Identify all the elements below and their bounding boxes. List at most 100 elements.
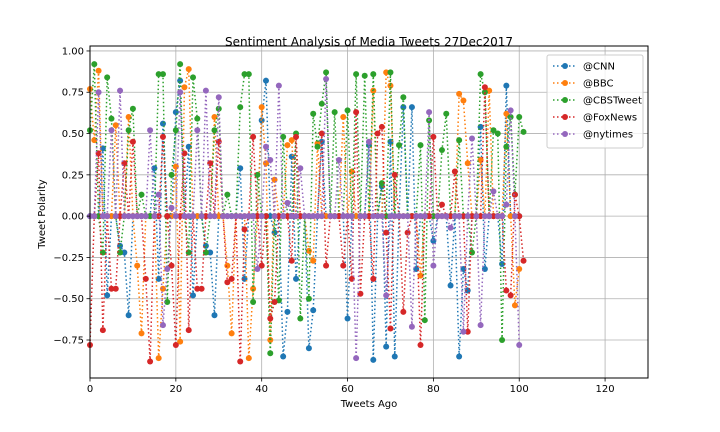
data-point bbox=[159, 322, 166, 329]
data-point bbox=[426, 109, 433, 116]
data-point bbox=[481, 84, 488, 91]
data-point bbox=[108, 115, 115, 122]
data-point bbox=[404, 213, 411, 220]
data-point bbox=[202, 242, 209, 249]
y-tick-label: −0.50 bbox=[53, 294, 84, 305]
data-point bbox=[211, 312, 218, 319]
y-tick-label: 0.75 bbox=[62, 88, 84, 99]
legend-marker bbox=[562, 131, 568, 137]
data-point bbox=[202, 87, 209, 94]
data-point bbox=[91, 213, 98, 220]
data-point bbox=[391, 213, 398, 220]
data-point bbox=[460, 328, 467, 335]
data-point bbox=[159, 120, 166, 127]
data-point bbox=[344, 107, 351, 114]
data-point bbox=[499, 213, 506, 220]
data-point bbox=[117, 213, 124, 220]
data-point bbox=[237, 358, 244, 365]
data-point bbox=[155, 275, 162, 282]
legend-label: @nytimes bbox=[583, 130, 633, 141]
data-point bbox=[181, 84, 188, 91]
data-point bbox=[340, 114, 347, 121]
data-point bbox=[366, 138, 372, 145]
data-point bbox=[284, 199, 291, 206]
data-point bbox=[494, 213, 501, 220]
data-point bbox=[340, 262, 347, 269]
legend-marker bbox=[562, 114, 568, 120]
data-point bbox=[344, 315, 351, 322]
data-point bbox=[353, 213, 360, 220]
data-point bbox=[108, 127, 115, 134]
data-point bbox=[426, 213, 433, 220]
data-point bbox=[383, 69, 390, 76]
data-point bbox=[138, 191, 145, 198]
chart-title: Sentiment Analysis of Media Tweets 27Dec… bbox=[225, 35, 513, 49]
data-point bbox=[438, 213, 445, 220]
data-point bbox=[520, 257, 527, 264]
data-point bbox=[262, 143, 269, 150]
data-point bbox=[125, 213, 132, 220]
data-point bbox=[151, 213, 158, 220]
data-point bbox=[211, 114, 218, 121]
data-point bbox=[288, 213, 295, 220]
data-point bbox=[477, 322, 484, 329]
data-point bbox=[159, 133, 166, 140]
data-point bbox=[430, 262, 437, 269]
data-point bbox=[447, 224, 454, 231]
data-point bbox=[310, 213, 317, 220]
data-point bbox=[417, 272, 424, 279]
data-point bbox=[172, 213, 179, 220]
data-point bbox=[516, 213, 523, 220]
data-point bbox=[211, 127, 218, 134]
data-point bbox=[194, 213, 201, 220]
data-point bbox=[490, 213, 497, 220]
x-tick-label: 20 bbox=[169, 384, 182, 395]
data-point bbox=[190, 74, 197, 81]
x-tick-label: 60 bbox=[341, 384, 354, 395]
y-tick-label: 0.00 bbox=[62, 212, 84, 223]
data-point bbox=[245, 213, 252, 220]
data-point bbox=[241, 213, 248, 220]
data-point bbox=[224, 262, 231, 269]
data-point bbox=[228, 330, 235, 337]
data-point bbox=[164, 213, 171, 220]
data-point bbox=[155, 191, 162, 198]
data-point bbox=[353, 71, 360, 78]
data-point bbox=[318, 213, 325, 220]
data-point bbox=[486, 213, 493, 220]
data-point bbox=[361, 213, 368, 220]
data-point bbox=[172, 341, 179, 348]
data-point bbox=[400, 308, 407, 315]
data-point bbox=[460, 97, 467, 104]
plot-frame bbox=[89, 45, 649, 379]
data-point bbox=[323, 69, 330, 76]
data-point bbox=[370, 213, 377, 220]
data-point bbox=[305, 345, 312, 352]
data-point bbox=[516, 114, 523, 121]
data-point bbox=[254, 171, 261, 178]
data-point bbox=[280, 133, 287, 140]
data-point bbox=[284, 308, 291, 315]
data-point bbox=[293, 213, 300, 220]
y-tick-label: −0.25 bbox=[53, 253, 84, 264]
data-point bbox=[194, 285, 201, 292]
data-point bbox=[357, 290, 364, 297]
data-point bbox=[224, 279, 231, 286]
data-point bbox=[507, 213, 514, 220]
data-point bbox=[417, 142, 424, 149]
data-point bbox=[331, 109, 338, 116]
data-point bbox=[344, 213, 351, 220]
data-point bbox=[499, 261, 506, 268]
data-point bbox=[215, 105, 222, 112]
data-point bbox=[134, 213, 141, 220]
data-point bbox=[443, 110, 450, 117]
data-point bbox=[297, 165, 304, 172]
data-point bbox=[258, 104, 265, 111]
data-point bbox=[228, 275, 235, 282]
data-point bbox=[469, 213, 476, 220]
data-point bbox=[516, 341, 523, 348]
data-point bbox=[348, 213, 355, 220]
data-point bbox=[430, 213, 437, 220]
